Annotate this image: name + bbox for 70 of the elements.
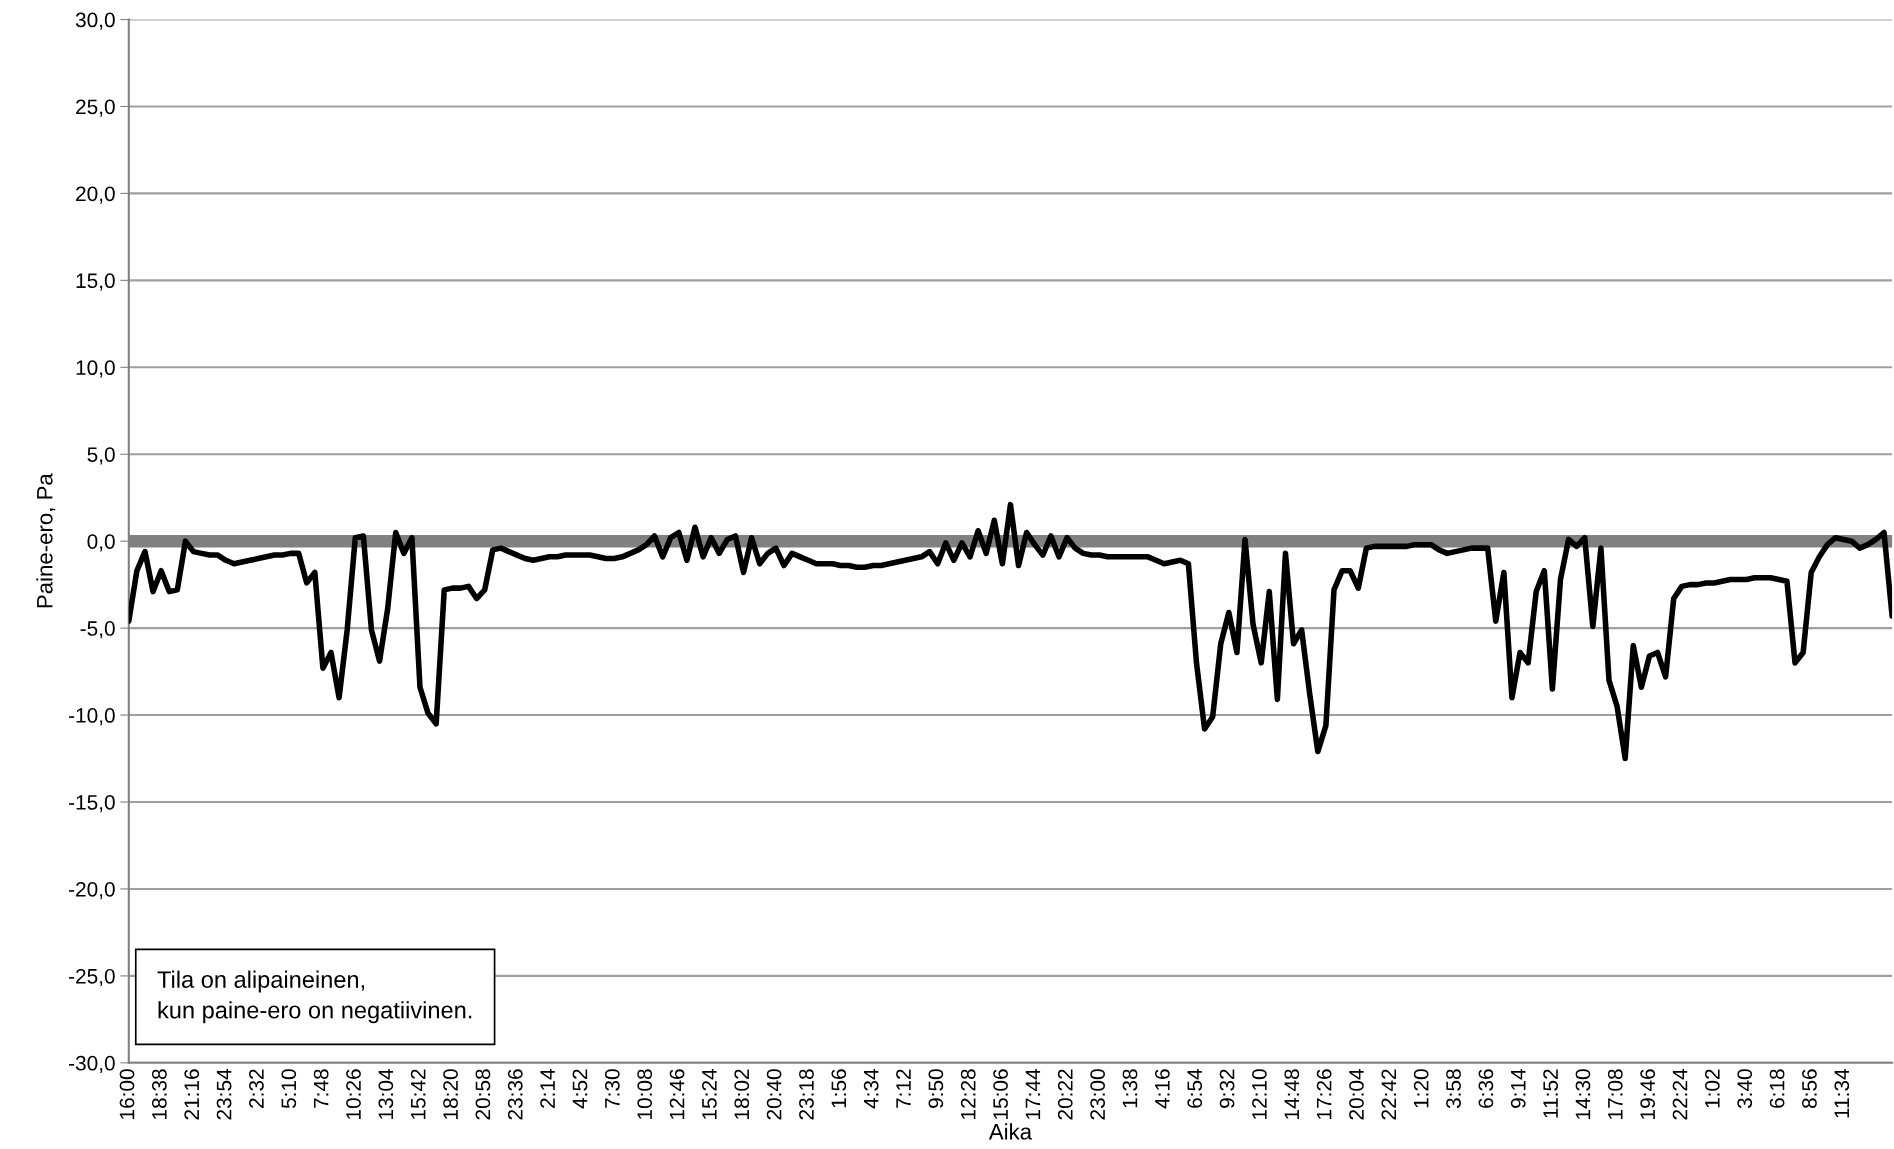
x-tick-label: 4:16 — [1154, 1069, 1170, 1109]
x-tick-label: 15:24 — [702, 1068, 717, 1119]
x-tick-label: 3:58 — [1446, 1069, 1461, 1109]
x-tick-label: 23:54 — [216, 1068, 232, 1120]
x-tick-label: 19:46 — [1640, 1069, 1656, 1119]
y-tick-label: 15,0 — [76, 273, 115, 291]
x-tick-label: 8:56 — [1802, 1069, 1817, 1109]
x-tick-label: 12:46 — [669, 1069, 685, 1119]
y-tick-label: -30,0 — [69, 1055, 115, 1074]
y-tick-label: 5,0 — [87, 447, 115, 465]
x-tick-label: 23:18 — [799, 1069, 814, 1120]
x-tick-label: 16:00 — [119, 1069, 135, 1119]
y-tick-label: -25,0 — [69, 968, 115, 987]
x-tick-label: 14:30 — [1575, 1069, 1591, 1119]
y-axis-title: Paine-ero, Pa — [36, 473, 56, 608]
y-tick-label: 0,0 — [87, 534, 115, 552]
x-tick-label: 13:04 — [378, 1068, 394, 1119]
x-tick-label: 11:52 — [1543, 1069, 1558, 1118]
x-tick-label: 20:58 — [475, 1069, 491, 1120]
y-tick-label: -5,0 — [80, 621, 115, 639]
x-tick-label: 10:08 — [637, 1069, 653, 1119]
x-tick-label: 6:36 — [1478, 1069, 1494, 1108]
x-tick-label: 4:52 — [572, 1069, 588, 1109]
x-tick-label: 17:08 — [1607, 1069, 1623, 1119]
x-tick-label: 14:48 — [1284, 1069, 1300, 1119]
x-tick-label: 6:18 — [1769, 1069, 1785, 1108]
x-tick-label: 21:16 — [184, 1069, 200, 1120]
x-tick-label: 18:20 — [443, 1069, 458, 1119]
annotation: Tila on alipaineinen, kun paine-ero on negatiivinen. — [157, 970, 472, 1024]
x-tick-label: 20:22 — [1057, 1069, 1073, 1120]
x-tick-label: 1:02 — [1705, 1069, 1720, 1108]
y-tick-label: -15,0 — [69, 795, 115, 813]
x-axis-title: Aika — [988, 1123, 1033, 1140]
y-tick-label: 30,0 — [75, 12, 115, 30]
x-tick-label: 1:20 — [1413, 1069, 1429, 1108]
x-tick-label: 5:10 — [281, 1069, 297, 1109]
y-tick-label: -10,0 — [69, 708, 115, 726]
x-tick-label: 22:24 — [1672, 1068, 1688, 1120]
x-tick-label: 7:48 — [313, 1069, 329, 1108]
x-tick-label: 2:32 — [249, 1069, 264, 1108]
x-tick-label: 4:34 — [863, 1068, 879, 1109]
x-tick-label: 12:28 — [960, 1069, 976, 1119]
x-tick-label: 7:12 — [896, 1069, 911, 1108]
y-tick-label: 10,0 — [76, 360, 115, 378]
x-tick-label: 12:10 — [1252, 1069, 1267, 1119]
x-tick-label: 11:34 — [1834, 1068, 1850, 1118]
x-tick-label: 6:54 — [1187, 1068, 1203, 1108]
x-tick-label: 9:50 — [928, 1069, 944, 1108]
x-tick-label: 3:40 — [1737, 1069, 1753, 1109]
x-tick-label: 10:26 — [346, 1069, 361, 1119]
x-tick-label: 20:04 — [1349, 1068, 1364, 1120]
y-tick-label: -20,0 — [69, 881, 115, 900]
x-tick-label: 1:56 — [831, 1069, 847, 1108]
x-tick-label: 23:00 — [1090, 1069, 1106, 1120]
x-tick-label: 2:14 — [540, 1068, 555, 1108]
x-tick-label: 9:32 — [1219, 1069, 1235, 1108]
x-tick-label: 23:36 — [507, 1069, 523, 1120]
x-tick-label: 15:42 — [410, 1069, 426, 1119]
y-tick-label: 20,0 — [76, 186, 115, 204]
x-tick-label: 15:06 — [993, 1069, 1008, 1119]
x-tick-label: 18:02 — [734, 1069, 750, 1119]
x-tick-label: 9:14 — [1510, 1068, 1526, 1108]
y-tick-label: 25,0 — [76, 99, 115, 117]
x-tick-label: 18:38 — [151, 1069, 167, 1119]
x-tick-label: 17:26 — [1316, 1069, 1332, 1119]
x-tick-label: 22:42 — [1381, 1069, 1396, 1120]
x-tick-label: 17:44 — [1025, 1068, 1041, 1119]
x-tick-label: 1:38 — [1122, 1069, 1138, 1108]
x-tick-label: 20:40 — [766, 1069, 782, 1120]
x-tick-label: 7:30 — [604, 1069, 620, 1108]
